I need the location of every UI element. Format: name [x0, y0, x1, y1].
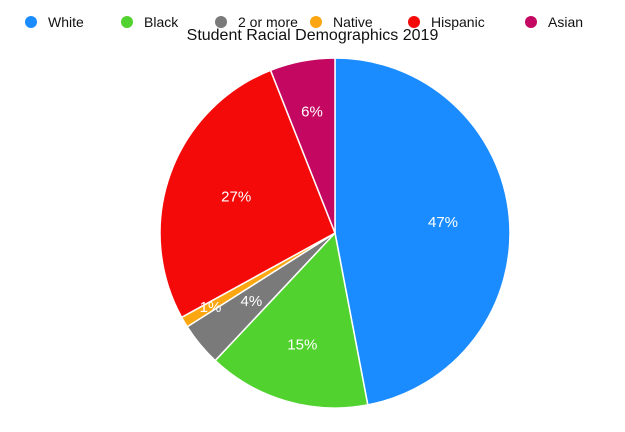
pie-slices [159, 57, 511, 409]
legend-label-hispanic: Hispanic [431, 14, 485, 30]
legend-swatch-asian [525, 16, 537, 28]
pie-slice-hispanic [159, 69, 336, 319]
pie-label-asian: 6% [301, 104, 323, 121]
pie-label-2-or-more: 4% [241, 293, 263, 310]
pie-label-white: 47% [428, 214, 458, 231]
legend-swatch-native [310, 16, 322, 28]
pie-label-hispanic: 27% [221, 188, 251, 205]
chart-title: Student Racial Demographics 2019 [186, 27, 439, 44]
pie-slice-asian [269, 57, 336, 234]
legend-item-asian: Asian [525, 12, 583, 32]
legend-item-native: Native [310, 12, 373, 32]
legend-label-black: Black [144, 14, 179, 30]
legend-item-white: White [25, 12, 84, 32]
pie-label-black: 15% [287, 337, 317, 354]
legend-item-black: Black [121, 12, 178, 32]
legend-label-native: Native [333, 14, 373, 30]
legend: White Black 2 or more Native Hispanic As… [0, 12, 625, 32]
legend-swatch-white [25, 16, 37, 28]
legend-label-2-or-more: 2 or more [238, 14, 298, 30]
legend-swatch-2-or-more [215, 16, 227, 28]
pie-label-native: 1% [200, 299, 222, 316]
legend-item-hispanic: Hispanic [408, 12, 485, 32]
legend-swatch-hispanic [408, 16, 420, 28]
legend-item-2-or-more: 2 or more [215, 12, 298, 32]
pie-labels: 47% 15% 4% 1% 27% 6% [200, 104, 458, 354]
legend-label-white: White [48, 14, 84, 30]
pie-slice-black [214, 231, 369, 409]
legend-swatch-black [121, 16, 133, 28]
pie-slice-white [334, 57, 511, 406]
legend-label-asian: Asian [548, 14, 584, 30]
